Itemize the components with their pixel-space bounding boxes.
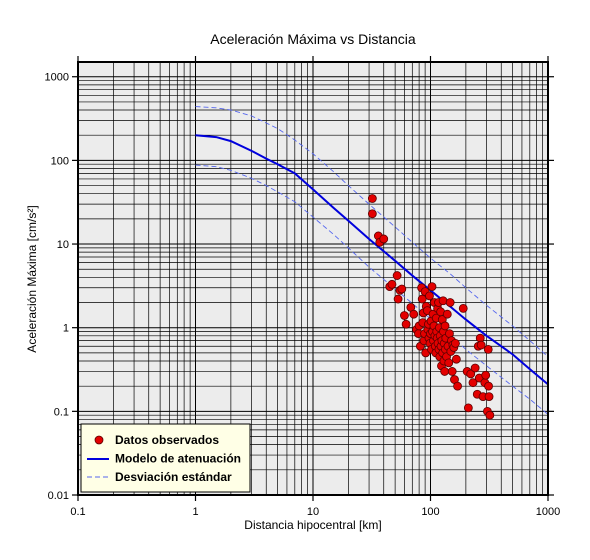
plot-area <box>77 61 549 496</box>
data-point <box>484 392 494 402</box>
data-point <box>463 403 473 413</box>
data-point <box>387 279 397 289</box>
y-tick-label: 0.1 <box>54 406 69 418</box>
data-point <box>400 311 409 320</box>
deviation-line-2 <box>195 106 549 358</box>
model-line <box>195 134 549 386</box>
data-point <box>485 410 495 420</box>
data-point <box>445 298 455 307</box>
legend-label-datos: Datos observados <box>115 433 219 447</box>
series-lines <box>195 106 549 415</box>
data-point <box>444 358 454 368</box>
data-point <box>409 309 419 319</box>
data-point <box>453 381 462 391</box>
data-point <box>476 340 486 350</box>
data-point <box>483 345 493 354</box>
data-point <box>397 284 407 294</box>
x-axis-label: Distancia hipocentral [km] <box>244 518 381 532</box>
deviation-line-3 <box>195 164 549 415</box>
data-point <box>466 369 476 379</box>
data-point <box>417 294 427 304</box>
data-point <box>451 354 461 364</box>
data-point <box>484 381 493 391</box>
data-point <box>367 194 377 203</box>
data-point <box>451 338 460 348</box>
data-point <box>392 271 402 280</box>
legend-label-desviacion: Desviación estándar <box>115 470 232 484</box>
data-point <box>440 321 450 331</box>
data-point <box>470 363 480 373</box>
legend-label-modelo: Modelo de atenuación <box>115 452 241 466</box>
data-point <box>440 367 450 376</box>
y-axis-label: Aceleración Máxima [cm/s²] <box>25 205 39 352</box>
y-tick-label: 1000 <box>45 72 69 84</box>
data-point <box>393 294 403 304</box>
data-point <box>427 282 437 291</box>
data-point <box>447 367 457 376</box>
data-point <box>468 378 478 388</box>
x-tick-label: 1 <box>192 506 198 518</box>
data-point <box>458 304 468 313</box>
y-tick-label: 10 <box>57 239 69 251</box>
y-tick-label: 0.01 <box>48 490 69 502</box>
x-tick-label: 100 <box>421 506 439 518</box>
x-tick-label: 1000 <box>536 506 560 518</box>
data-point <box>481 370 491 380</box>
data-point <box>401 319 411 329</box>
legend-box <box>80 423 251 493</box>
chart-title: Aceleración Máxima vs Distancia <box>210 31 416 47</box>
data-point <box>425 291 434 301</box>
x-tick-label: 10 <box>307 506 319 518</box>
legend-marker-datos <box>94 435 104 445</box>
grid <box>77 62 548 496</box>
y-tick-label: 1 <box>63 323 69 335</box>
y-tick-label: 100 <box>51 155 69 167</box>
data-point <box>367 209 377 219</box>
x-tick-label: 0.1 <box>70 506 85 518</box>
data-point <box>442 309 452 319</box>
data-point <box>379 234 389 244</box>
data-points <box>367 194 495 420</box>
legend: Datos observados Modelo de atenuación De… <box>80 423 251 493</box>
